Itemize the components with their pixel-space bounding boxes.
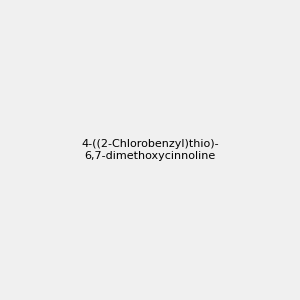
Text: 4-((2-Chlorobenzyl)thio)-
6,7-dimethoxycinnoline: 4-((2-Chlorobenzyl)thio)- 6,7-dimethoxyc…	[81, 139, 219, 161]
